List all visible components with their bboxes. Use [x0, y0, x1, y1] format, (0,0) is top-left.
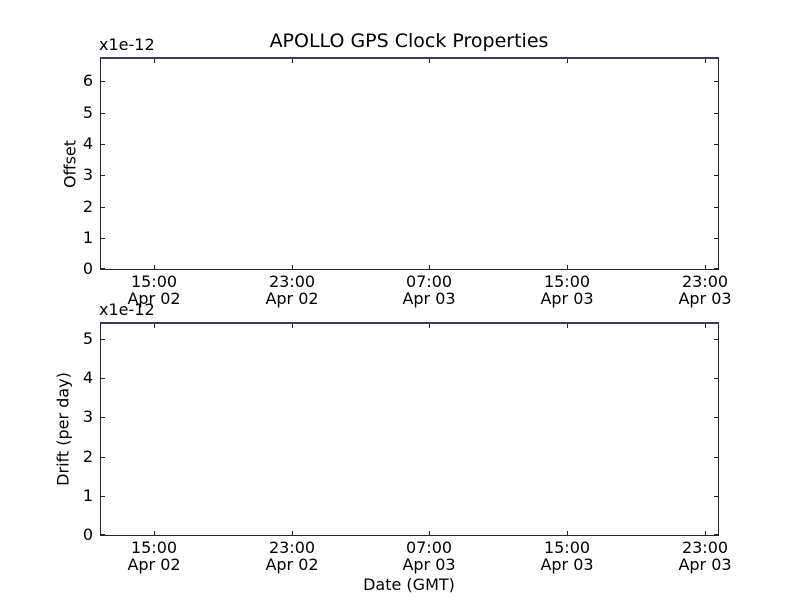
y-tick-mark	[101, 417, 105, 418]
y-axis-label-drift: Drift (per day)	[53, 372, 73, 486]
x-tick-time: 23:00	[268, 538, 316, 557]
y-tick-label: 3	[82, 165, 93, 184]
axes-drift-plot	[100, 322, 719, 536]
x-tick-mark	[705, 265, 706, 269]
x-tick-label: 23:00 Apr 02	[265, 539, 318, 573]
y-tick-mark	[101, 81, 105, 82]
x-tick-mark	[292, 324, 293, 328]
y-tick-label: 0	[82, 525, 93, 544]
x-axis-label-date: Date (GMT)	[363, 575, 455, 594]
x-tick-date: Apr 03	[402, 555, 456, 574]
x-tick-mark	[292, 59, 293, 63]
x-tick-time: 07:00	[405, 538, 453, 557]
x-tick-time: 15:00	[130, 272, 178, 291]
x-tick-mark	[292, 531, 293, 535]
y-tick-mark	[714, 268, 718, 269]
x-tick-mark	[705, 324, 706, 328]
y-tick-label: 5	[82, 103, 93, 122]
x-tick-mark	[705, 531, 706, 535]
y-tick-mark	[714, 238, 718, 239]
x-tick-mark	[292, 265, 293, 269]
y-tick-mark	[714, 207, 718, 208]
y-tick-mark	[101, 268, 105, 269]
y-tick-label: 4	[82, 368, 93, 387]
y-tick-mark	[714, 339, 718, 340]
x-tick-mark	[429, 531, 430, 535]
x-tick-label: 07:00 Apr 03	[402, 539, 455, 573]
x-tick-time: 15:00	[543, 538, 591, 557]
x-tick-mark	[705, 59, 706, 63]
x-tick-mark	[429, 59, 430, 63]
y-tick-label: 5	[82, 329, 93, 348]
x-tick-date: Apr 03	[540, 289, 594, 308]
x-tick-time: 23:00	[681, 538, 729, 557]
x-tick-time: 07:00	[405, 272, 453, 291]
y-tick-mark	[714, 457, 718, 458]
y-tick-label: 4	[82, 134, 93, 153]
y-tick-label: 3	[82, 407, 93, 426]
y-tick-mark	[714, 144, 718, 145]
y-tick-mark	[714, 81, 718, 82]
y-tick-mark	[101, 457, 105, 458]
y-tick-mark	[101, 496, 105, 497]
x-tick-label: 15:00 Apr 02	[127, 273, 180, 307]
x-tick-mark	[567, 59, 568, 63]
y-tick-mark	[714, 113, 718, 114]
x-tick-label: 07:00 Apr 03	[402, 273, 455, 307]
x-tick-date: Apr 02	[265, 555, 319, 574]
x-tick-label: 23:00 Apr 03	[678, 539, 731, 573]
y-tick-mark	[714, 378, 718, 379]
y-tick-mark	[714, 175, 718, 176]
y-tick-mark	[714, 417, 718, 418]
x-tick-date: Apr 03	[678, 289, 732, 308]
x-tick-time: 23:00	[681, 272, 729, 291]
x-tick-mark	[154, 324, 155, 328]
x-tick-label: 23:00 Apr 02	[265, 273, 318, 307]
x-tick-mark	[429, 324, 430, 328]
y-tick-label: 0	[82, 259, 93, 278]
y-tick-mark	[101, 378, 105, 379]
x-tick-label: 15:00 Apr 02	[127, 539, 180, 573]
axes-offset-plot	[100, 57, 719, 270]
y-axis-scale-label-offset: x1e-12	[99, 35, 155, 54]
y-tick-mark	[101, 207, 105, 208]
x-tick-label: 15:00 Apr 03	[540, 539, 593, 573]
y-axis-scale-label-drift: x1e-12	[99, 300, 155, 319]
y-tick-mark	[101, 238, 105, 239]
y-tick-mark	[101, 175, 105, 176]
y-tick-label: 6	[82, 71, 93, 90]
x-tick-date: Apr 03	[540, 555, 594, 574]
y-tick-label: 2	[82, 447, 93, 466]
x-tick-time: 15:00	[543, 272, 591, 291]
x-tick-mark	[154, 265, 155, 269]
y-tick-mark	[101, 534, 105, 535]
x-tick-date: Apr 02	[127, 555, 181, 574]
x-tick-date: Apr 03	[402, 289, 456, 308]
y-tick-mark	[101, 339, 105, 340]
y-tick-mark	[714, 534, 718, 535]
x-tick-date: Apr 03	[678, 555, 732, 574]
x-tick-time: 15:00	[130, 538, 178, 557]
x-tick-mark	[567, 531, 568, 535]
x-tick-date: Apr 02	[127, 289, 181, 308]
y-tick-label: 1	[82, 486, 93, 505]
x-tick-mark	[154, 59, 155, 63]
y-tick-mark	[101, 113, 105, 114]
y-tick-label: 2	[82, 197, 93, 216]
figure-title: APOLLO GPS Clock Properties	[269, 30, 549, 52]
x-tick-label: 23:00 Apr 03	[678, 273, 731, 307]
x-tick-mark	[567, 324, 568, 328]
x-tick-label: 15:00 Apr 03	[540, 273, 593, 307]
y-tick-mark	[101, 144, 105, 145]
x-tick-date: Apr 02	[265, 289, 319, 308]
x-tick-mark	[567, 265, 568, 269]
x-tick-mark	[154, 531, 155, 535]
y-tick-mark	[714, 496, 718, 497]
x-tick-mark	[429, 265, 430, 269]
y-tick-label: 1	[82, 228, 93, 247]
x-tick-time: 23:00	[268, 272, 316, 291]
